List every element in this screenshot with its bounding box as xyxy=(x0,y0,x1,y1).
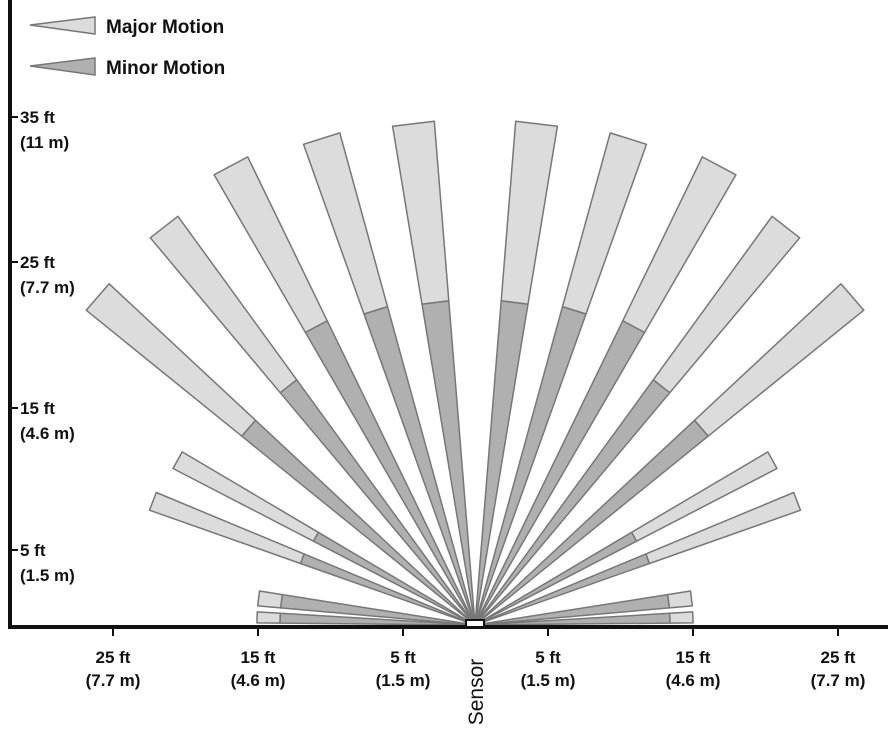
y-label-35ft: 35 ft xyxy=(20,108,55,127)
beam-major-right-1 xyxy=(668,611,694,624)
beam-major-left-8 xyxy=(302,132,389,315)
x-label-right-4-6m: (4.6 m) xyxy=(666,671,721,690)
y-axis-labels: 35 ft (11 m) 25 ft (7.7 m) 15 ft (4.6 m)… xyxy=(20,108,75,585)
beam-major-right-5 xyxy=(693,283,865,437)
x-label-left-5ft: 5 ft xyxy=(390,648,416,667)
beam-major-right-4 xyxy=(630,451,778,542)
x-label-right-5ft: 5 ft xyxy=(535,648,561,667)
beam-major-left-4 xyxy=(172,451,320,542)
x-label-right-1-5m: (1.5 m) xyxy=(521,671,576,690)
y-label-4-6m: (4.6 m) xyxy=(20,424,75,443)
coverage-beams xyxy=(85,120,865,626)
y-label-15ft: 15 ft xyxy=(20,399,55,418)
beam-major-left-2 xyxy=(256,590,284,609)
x-label-left-25ft: 25 ft xyxy=(96,648,131,667)
beam-major-left-3 xyxy=(148,491,305,565)
beam-major-left-6 xyxy=(149,215,298,394)
legend-minor-label: Minor Motion xyxy=(106,58,225,79)
x-label-right-7-7m: (7.7 m) xyxy=(811,671,866,690)
y-axis-ticks xyxy=(10,116,18,551)
y-label-7-7m: (7.7 m) xyxy=(20,278,75,297)
x-axis-labels: 25 ft (7.7 m) 15 ft (4.6 m) 5 ft (1.5 m)… xyxy=(86,648,866,690)
beam-major-right-8 xyxy=(561,132,648,315)
y-label-5ft: 5 ft xyxy=(20,541,46,560)
sensor-box xyxy=(465,619,485,628)
beam-major-right-2 xyxy=(666,590,694,609)
beam-major-left-1 xyxy=(256,611,282,624)
beam-major-left-5 xyxy=(85,283,257,437)
x-label-left-4-6m: (4.6 m) xyxy=(231,671,286,690)
sensor-label: Sensor xyxy=(465,659,488,726)
legend: Major Motion Minor Motion xyxy=(29,16,225,79)
x-axis-ticks xyxy=(112,627,839,636)
beam-major-left-9 xyxy=(391,120,450,305)
y-label-1-5m: (1.5 m) xyxy=(20,566,75,585)
legend-major-swatch xyxy=(29,16,96,35)
beam-major-left-7 xyxy=(213,156,328,334)
x-label-right-15ft: 15 ft xyxy=(676,648,711,667)
legend-minor-swatch xyxy=(29,57,96,76)
x-label-left-15ft: 15 ft xyxy=(241,648,276,667)
x-label-left-1-5m: (1.5 m) xyxy=(376,671,431,690)
beam-major-right-7 xyxy=(622,156,737,334)
legend-major-label: Major Motion xyxy=(106,17,224,38)
x-label-right-25ft: 25 ft xyxy=(821,648,856,667)
y-label-11m: (11 m) xyxy=(20,133,69,152)
beam-major-right-6 xyxy=(652,215,801,394)
x-label-left-7-7m: (7.7 m) xyxy=(86,671,141,690)
beam-major-right-3 xyxy=(645,491,802,565)
beam-major-right-9 xyxy=(500,120,559,305)
y-label-25ft: 25 ft xyxy=(20,253,55,272)
